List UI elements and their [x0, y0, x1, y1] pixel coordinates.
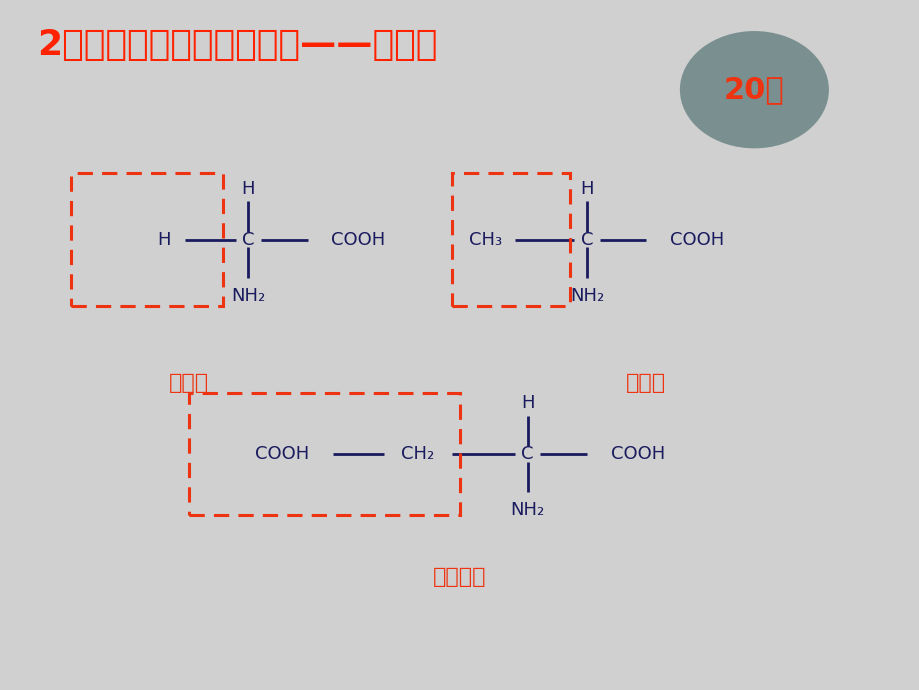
Text: H: H — [242, 179, 255, 197]
Text: COOH: COOH — [255, 445, 309, 463]
Text: H: H — [580, 179, 593, 197]
Text: H: H — [157, 230, 170, 248]
Text: CH₃: CH₃ — [469, 230, 502, 248]
Text: NH₂: NH₂ — [231, 287, 266, 305]
Text: COOH: COOH — [331, 230, 385, 248]
Text: COOH: COOH — [669, 230, 723, 248]
Ellipse shape — [679, 31, 828, 148]
Text: C: C — [580, 230, 593, 248]
Text: 丙氨酸: 丙氨酸 — [626, 373, 665, 393]
Text: 甘氨酸: 甘氨酸 — [169, 373, 209, 393]
Text: C: C — [242, 230, 255, 248]
Bar — [451, 173, 570, 306]
Text: 天冬氨酸: 天冬氨酸 — [433, 566, 486, 586]
Text: NH₂: NH₂ — [510, 501, 544, 519]
Text: NH₂: NH₂ — [569, 287, 604, 305]
Text: H: H — [520, 394, 534, 412]
Text: CH₂: CH₂ — [401, 445, 434, 463]
Text: C: C — [521, 445, 533, 463]
Bar — [189, 393, 460, 515]
Bar — [71, 173, 222, 306]
Text: 20种: 20种 — [723, 75, 784, 104]
Text: COOH: COOH — [610, 445, 664, 463]
Text: 2、蛋白质的基本组成单位——氨基酸: 2、蛋白质的基本组成单位——氨基酸 — [37, 28, 437, 62]
